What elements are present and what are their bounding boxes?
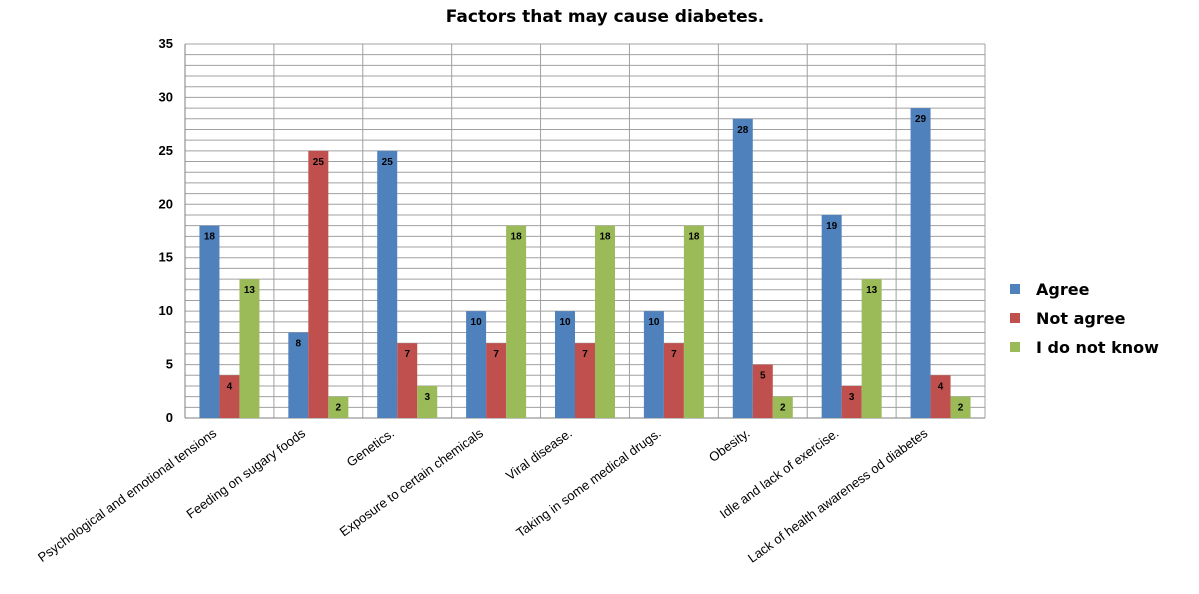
data-label: 29	[915, 114, 927, 125]
legend-swatch	[1010, 342, 1020, 352]
legend-swatch	[1010, 313, 1020, 323]
x-tick-label: Genetics.	[344, 425, 397, 469]
data-label: 4	[938, 381, 944, 392]
x-tick-label: Psychological and emotional tensions	[35, 425, 220, 565]
bar	[752, 364, 773, 418]
bar	[199, 225, 220, 418]
data-label: 10	[471, 317, 483, 328]
y-tick-label: 5	[166, 357, 173, 372]
data-label: 25	[382, 157, 394, 168]
legend-label: Not agree	[1036, 309, 1126, 328]
data-label: 13	[866, 285, 878, 296]
bar	[732, 118, 753, 419]
data-label: 4	[227, 381, 233, 392]
data-label: 25	[313, 157, 325, 168]
y-tick-label: 20	[159, 196, 173, 211]
x-tick-label: Viral disease.	[503, 425, 575, 483]
data-label: 13	[244, 285, 256, 296]
bar	[555, 311, 575, 418]
bar	[397, 343, 418, 418]
bar	[861, 279, 882, 418]
data-label: 3	[424, 392, 430, 403]
legend-label: I do not know	[1036, 338, 1159, 357]
bar	[595, 225, 615, 418]
bar	[288, 332, 309, 418]
bar	[910, 108, 931, 418]
data-label: 18	[688, 232, 700, 243]
bar	[772, 396, 793, 418]
data-label: 2	[780, 403, 786, 414]
data-label: 19	[826, 221, 838, 232]
legend: Agree Not agree I do not know	[1010, 280, 1159, 357]
bar	[486, 343, 507, 418]
x-tick-label: Obesity.	[706, 425, 753, 465]
data-label: 8	[296, 339, 302, 350]
legend-label: Agree	[1036, 280, 1090, 299]
data-label: 28	[737, 125, 749, 136]
data-label: 7	[493, 349, 499, 360]
data-label: 7	[582, 349, 588, 360]
x-tick-label: Taking in some medical drugs.	[513, 425, 663, 540]
data-label: 10	[648, 317, 660, 328]
data-label: 5	[760, 371, 766, 382]
bar	[308, 150, 329, 418]
y-tick-label: 25	[159, 143, 173, 158]
data-label: 10	[559, 317, 571, 328]
bar	[930, 375, 951, 418]
bar	[575, 343, 595, 418]
bar	[506, 225, 527, 418]
y-tick-label: 35	[159, 36, 173, 51]
bar	[466, 311, 487, 418]
chart-title: Factors that may cause diabetes.	[446, 7, 764, 27]
x-tick-label: Exposure to certain chemicals	[337, 425, 487, 539]
bar	[219, 375, 240, 418]
bar	[821, 214, 842, 418]
y-axis-ticks: 0 5 10 15 20 25 30 35	[159, 36, 173, 425]
data-label: 2	[336, 403, 342, 414]
legend-swatch	[1010, 284, 1020, 294]
y-tick-label: 30	[159, 89, 173, 104]
data-label: 18	[511, 232, 523, 243]
x-tick-label: Lack of health awareness od diabetes	[745, 425, 931, 566]
bar	[663, 343, 684, 418]
data-label: 7	[671, 349, 677, 360]
bar	[683, 225, 704, 418]
bars: 18 4 13 8 25 2 25 7 3 10 7 18 10 7 18 10 7 18 28 5 2 19 3 13 29 4…	[199, 108, 971, 419]
bar	[377, 150, 398, 418]
data-label: 2	[958, 403, 964, 414]
bar	[950, 396, 971, 418]
data-label: 7	[404, 349, 410, 360]
bar	[643, 311, 664, 418]
bar	[239, 279, 260, 418]
data-label: 3	[849, 392, 855, 403]
bar	[417, 385, 438, 418]
x-axis-ticks: Psychological and emotional tensionsFeed…	[35, 425, 931, 566]
y-tick-label: 15	[159, 250, 173, 265]
y-tick-label: 10	[159, 303, 173, 318]
data-label: 18	[599, 232, 611, 243]
bar	[841, 385, 862, 418]
data-label: 18	[204, 232, 216, 243]
y-tick-label: 0	[166, 410, 173, 425]
bar	[328, 396, 349, 418]
